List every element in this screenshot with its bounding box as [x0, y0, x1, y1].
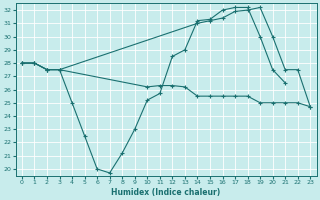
X-axis label: Humidex (Indice chaleur): Humidex (Indice chaleur): [111, 188, 221, 197]
